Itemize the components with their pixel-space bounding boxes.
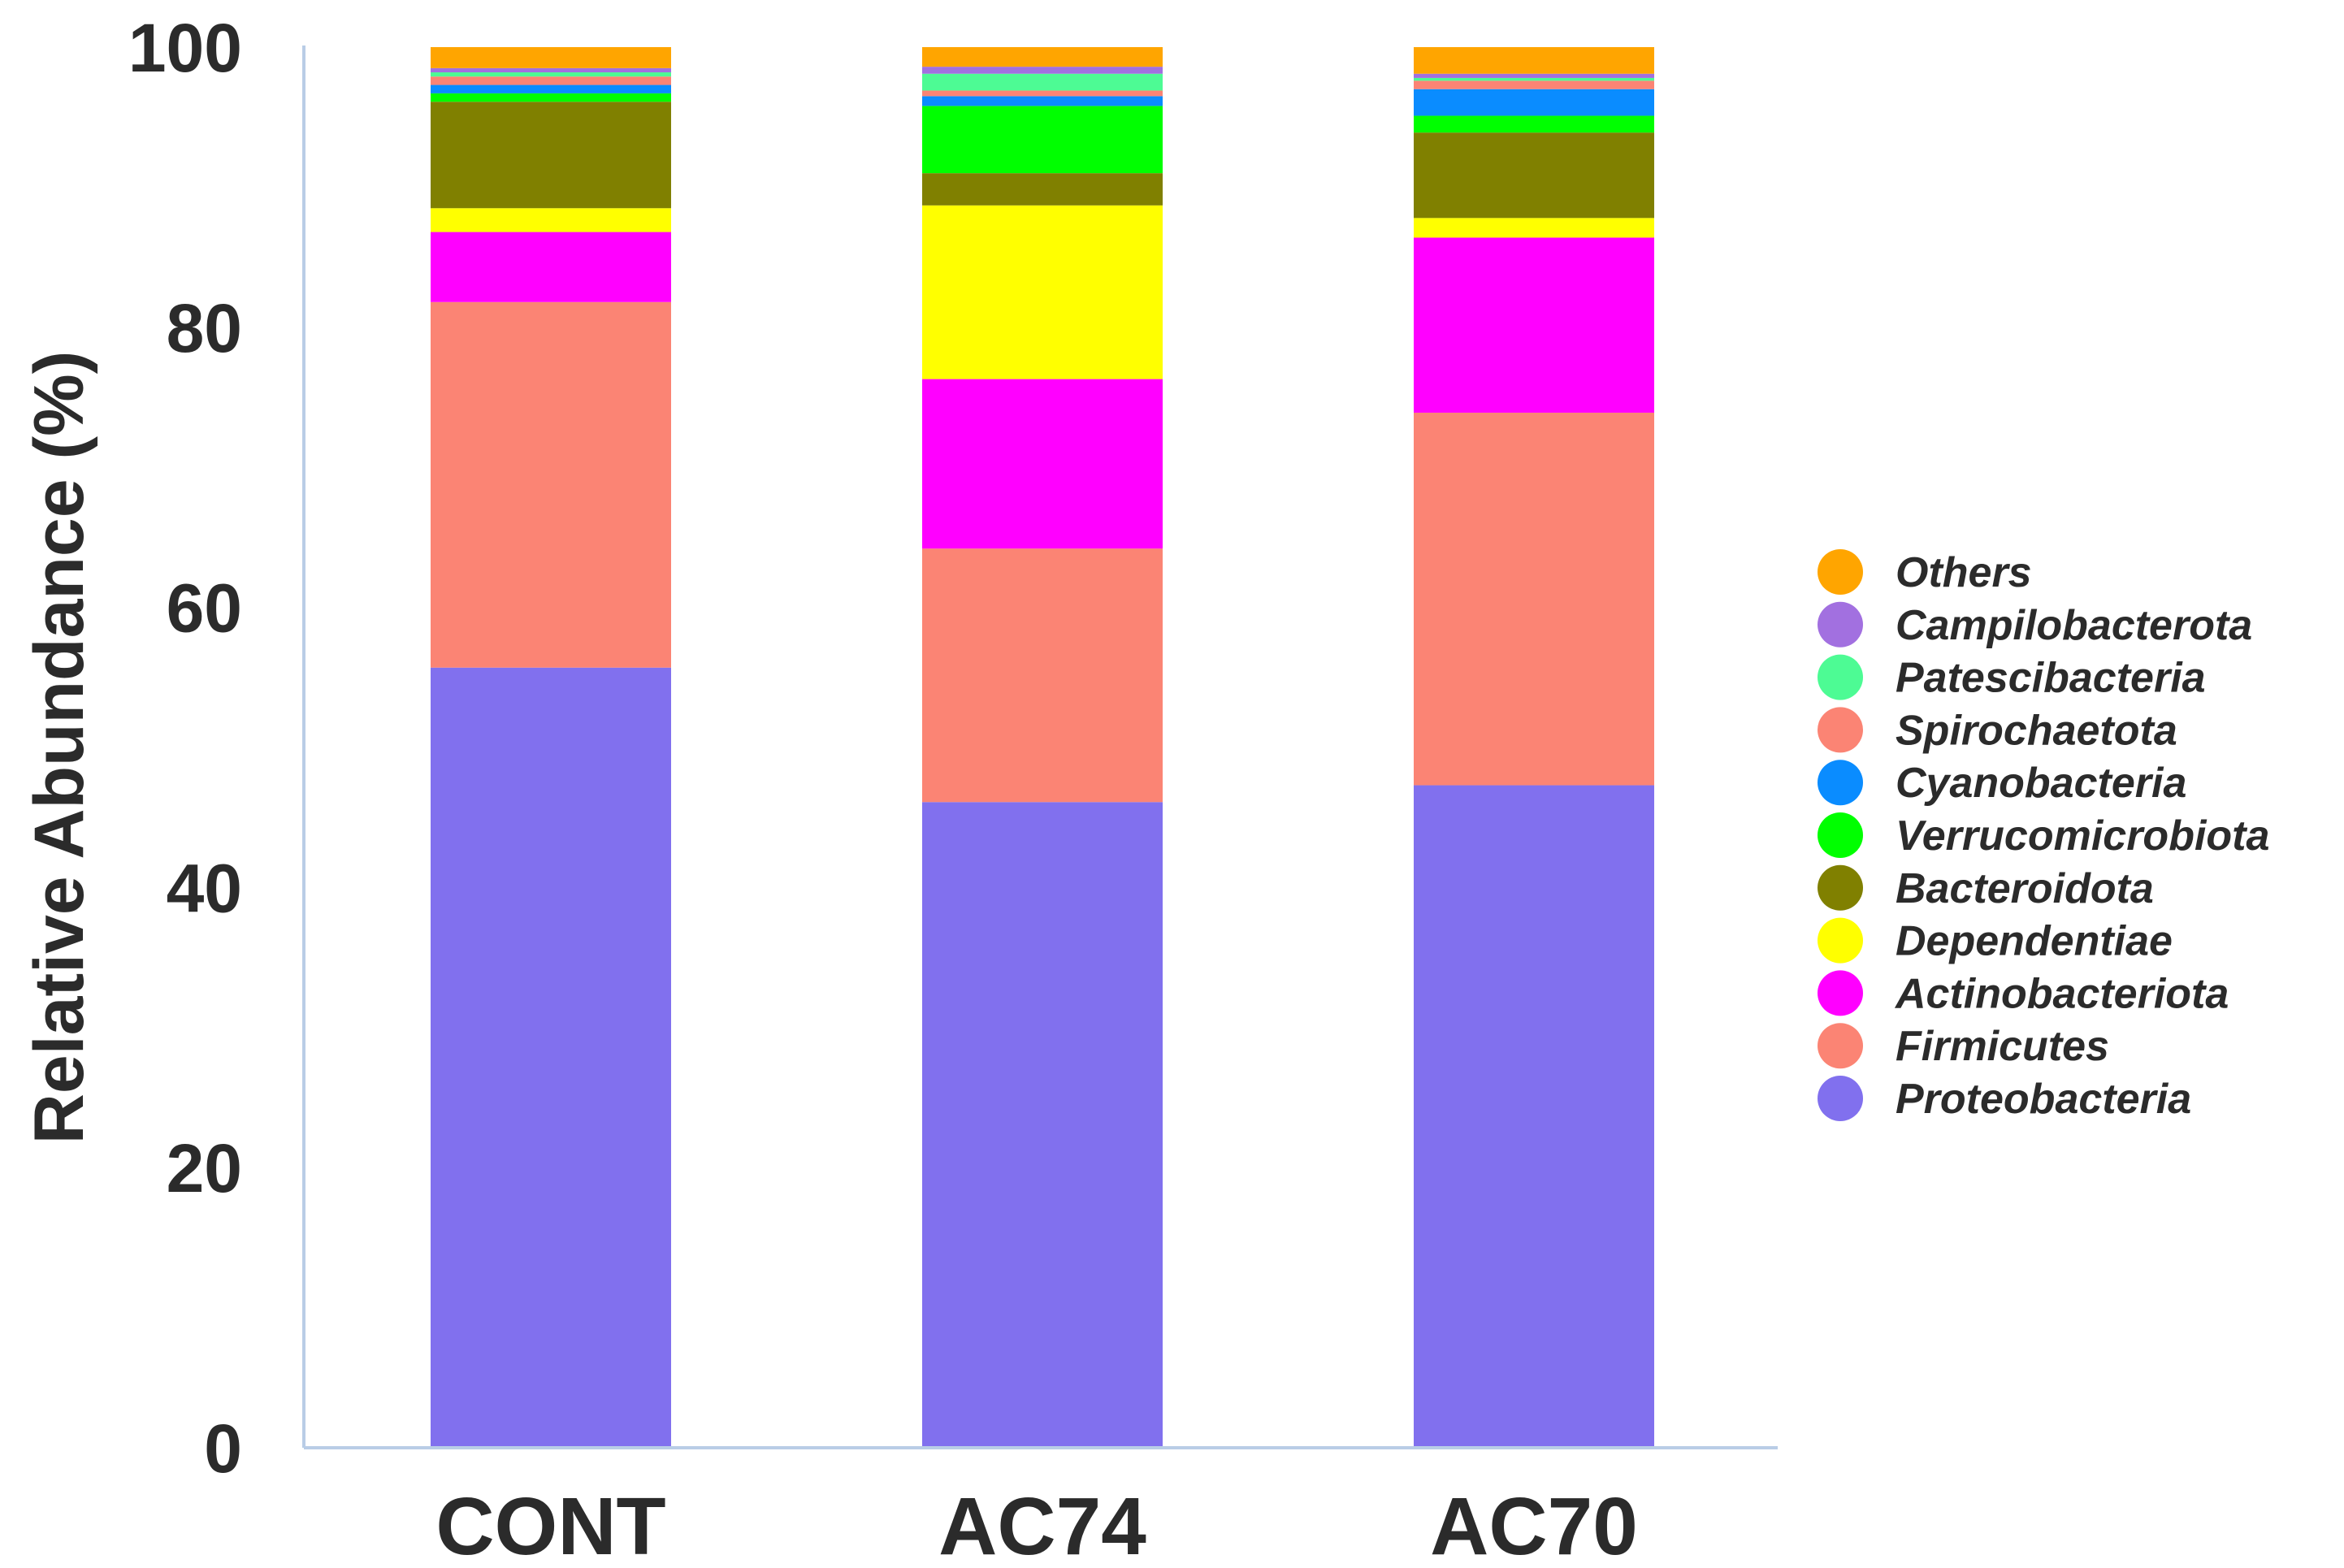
bar-segment-ac74-spirochaetota — [922, 90, 1163, 97]
bar-segment-ac70-bacteroidota — [1414, 132, 1654, 219]
bar-segment-ac74-campilobacterota — [922, 67, 1163, 74]
legend-swatch — [1818, 917, 1863, 964]
legend-item-verrucomicrobiota: Verrucomicrobiota — [1818, 812, 2269, 860]
y-tick-label: 80 — [167, 290, 242, 366]
legend-label: Actinobacteriota — [1894, 970, 2229, 1017]
legend-label: Others — [1896, 549, 2032, 596]
bar-segment-ac74-patescibacteria — [922, 73, 1163, 91]
legend-item-dependentiae: Dependentiae — [1818, 917, 2173, 965]
legend-label: Spirochaetota — [1896, 707, 2177, 754]
bar-segment-ac70-firmicutes — [1414, 412, 1654, 786]
legend-swatch — [1818, 1076, 1863, 1121]
x-category-label-cont: CONT — [435, 1481, 665, 1568]
bar-segment-cont-verrucomicrobiota — [431, 93, 671, 102]
bar-segment-ac74-others — [922, 47, 1163, 67]
bar-stack-ac74 — [922, 47, 1163, 1448]
bar-segment-ac70-proteobacteria — [1414, 785, 1654, 1448]
bar-segment-cont-dependentiae — [431, 208, 671, 232]
y-tick-label: 40 — [167, 850, 242, 926]
legend-label: Bacteroidota — [1896, 865, 2154, 912]
legend-item-campilobacterota: Campilobacterota — [1818, 601, 2252, 649]
y-tick-label: 100 — [128, 10, 242, 86]
legend-swatch — [1818, 707, 1863, 753]
x-category-label-ac74: AC74 — [938, 1481, 1146, 1568]
bar-stack-cont — [431, 47, 671, 1448]
bar-segment-cont-proteobacteria — [431, 667, 671, 1448]
bar-segment-ac70-others — [1414, 47, 1654, 74]
legend-label: Patescibacteria — [1896, 655, 2206, 702]
bar-segment-cont-bacteroidota — [431, 102, 671, 209]
bar-segment-ac74-verrucomicrobiota — [922, 106, 1163, 174]
y-tick-labels: 0 20 40 60 80 100 — [128, 10, 242, 1487]
legend-swatch — [1818, 970, 1863, 1016]
legend-swatch — [1818, 1023, 1863, 1069]
legend-item-spirochaetota: Spirochaetota — [1818, 707, 2177, 754]
legend-item-actinobacteriota: Actinobacteriota — [1818, 970, 2229, 1017]
bar-segment-ac74-cyanobacteria — [922, 96, 1163, 106]
bar-segment-ac74-dependentiae — [922, 205, 1163, 379]
bar-segment-ac70-campilobacterota — [1414, 73, 1654, 78]
legend-label: Firmicutes — [1896, 1023, 2109, 1070]
axes-layer — [302, 45, 1778, 1449]
legend-label: Verrucomicrobiota — [1896, 812, 2269, 860]
bar-segment-ac74-bacteroidota — [922, 173, 1163, 206]
bar-segment-cont-patescibacteria — [431, 72, 671, 77]
legend-swatch — [1818, 601, 1863, 648]
legend-label: Proteobacteria — [1896, 1076, 2191, 1123]
bar-segment-ac74-actinobacteriota — [922, 379, 1163, 549]
bar-segment-ac70-dependentiae — [1414, 218, 1654, 238]
legend-item-patescibacteria: Patescibacteria — [1818, 654, 2206, 702]
bar-segment-ac70-patescibacteria — [1414, 77, 1654, 81]
legend-label: Campilobacterota — [1896, 602, 2252, 649]
bar-segment-ac70-spirochaetota — [1414, 80, 1654, 89]
legend-item-firmicutes: Firmicutes — [1818, 1023, 2109, 1070]
bar-segment-ac70-actinobacteriota — [1414, 237, 1654, 413]
bar-segment-cont-spirochaetota — [431, 76, 671, 85]
bar-segment-cont-others — [431, 47, 671, 68]
x-category-label-ac70: AC70 — [1430, 1481, 1638, 1568]
legend: Others Campilobacterota Patescibacteria Spi… — [1818, 549, 2269, 1123]
bar-stack-ac70 — [1414, 47, 1654, 1448]
bar-segment-cont-firmicutes — [431, 301, 671, 668]
legend-label: Cyanobacteria — [1896, 760, 2186, 807]
legend-swatch — [1818, 812, 1863, 858]
bar-segment-cont-cyanobacteria — [431, 84, 671, 93]
x-category-labels: CONT AC74 AC70 — [435, 1481, 1637, 1568]
legend-item-bacteroidota: Bacteroidota — [1818, 864, 2154, 912]
legend-item-proteobacteria: Proteobacteria — [1818, 1076, 2191, 1123]
bar-segment-ac70-verrucomicrobiota — [1414, 115, 1654, 133]
legend-label: Dependentiae — [1896, 918, 2173, 965]
legend-item-cyanobacteria: Cyanobacteria — [1818, 760, 2186, 807]
y-tick-label: 60 — [167, 570, 242, 647]
bar-segment-ac74-proteobacteria — [922, 802, 1163, 1448]
bars-layer — [431, 47, 1654, 1448]
bar-segment-ac70-cyanobacteria — [1414, 89, 1654, 116]
legend-swatch — [1818, 760, 1863, 806]
legend-swatch — [1818, 864, 1863, 911]
legend-swatch — [1818, 549, 1863, 595]
bar-segment-cont-campilobacterota — [431, 67, 671, 73]
y-tick-label: 0 — [204, 1410, 242, 1487]
y-tick-label: 20 — [167, 1130, 242, 1206]
bar-segment-cont-actinobacteriota — [431, 232, 671, 302]
legend-item-others: Others — [1818, 549, 2032, 596]
legend-swatch — [1818, 654, 1863, 700]
y-axis-title: Relative Abundance (%) — [20, 351, 98, 1144]
bar-segment-ac74-firmicutes — [922, 548, 1163, 803]
